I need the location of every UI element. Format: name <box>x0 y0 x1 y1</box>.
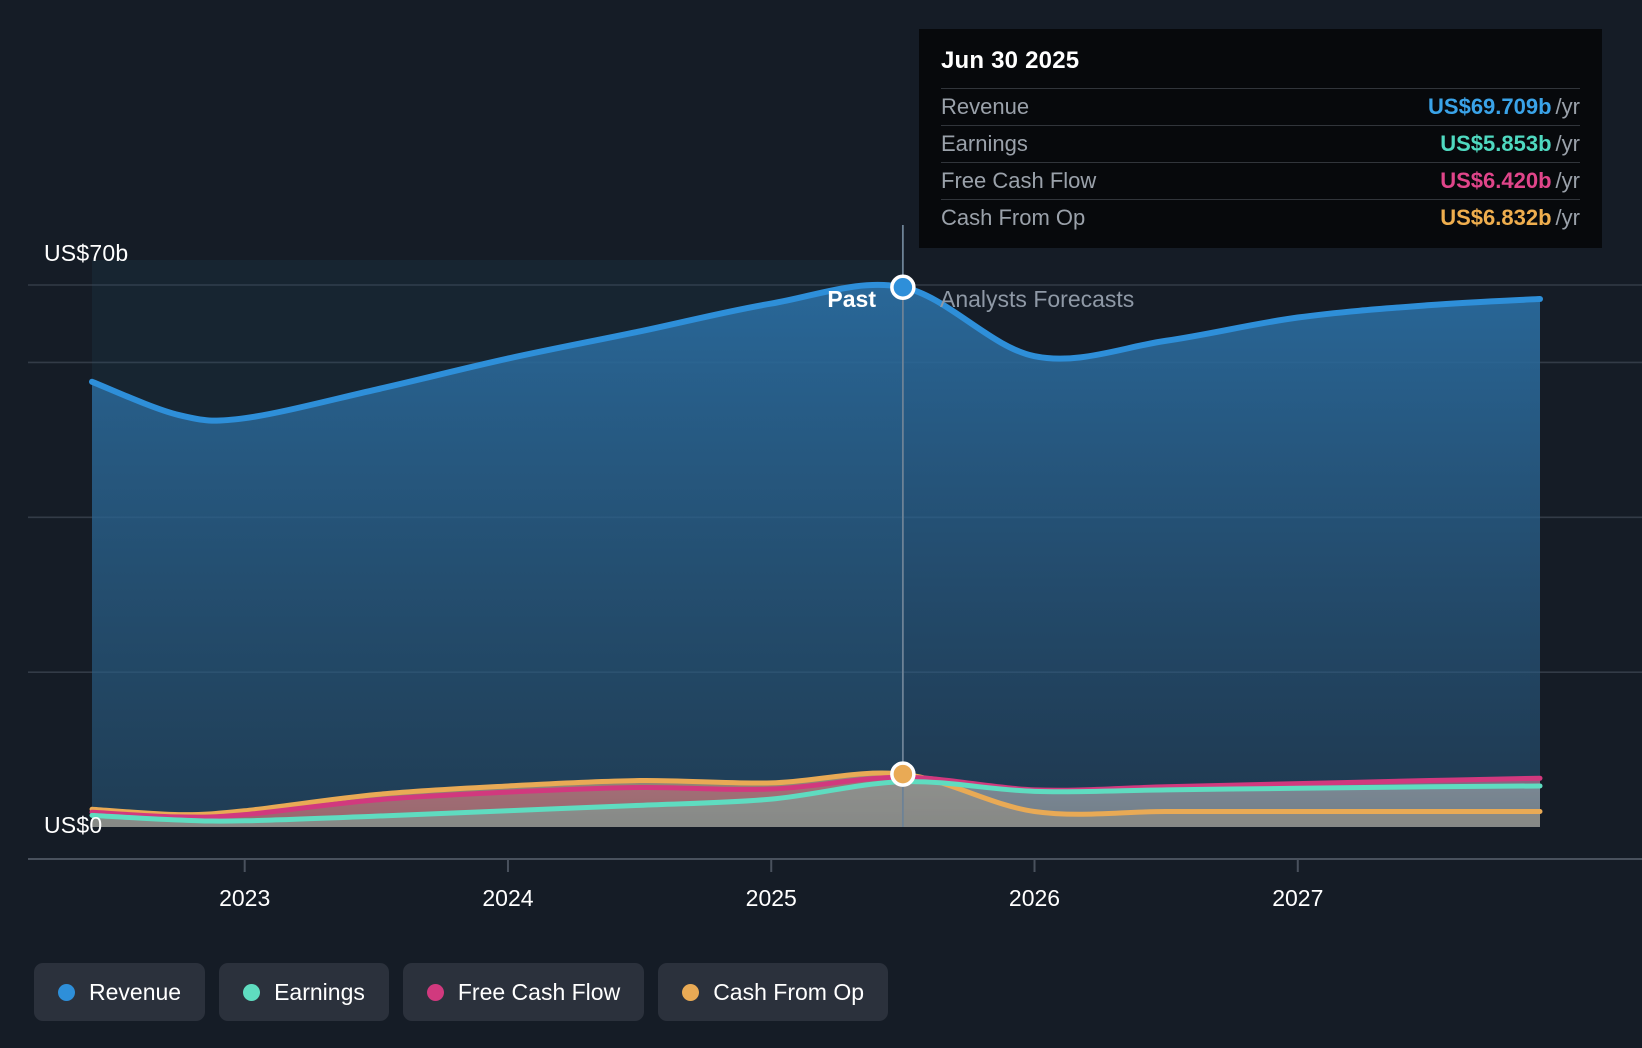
legend-color-dot-icon <box>58 983 75 1001</box>
tooltip-row-unit: /yr <box>1555 168 1580 193</box>
data-tooltip: Jun 30 2025 Revenue US$69.709b/yr Earnings… <box>919 29 1602 248</box>
tooltip-row-value-group: US$69.709b/yr <box>1428 94 1580 120</box>
tooltip-row-label: Free Cash Flow <box>941 168 1097 193</box>
cash-from-op-line <box>89 770 1543 818</box>
x-axis-tick-label: 2025 <box>745 885 797 911</box>
tooltip-row-value-group: US$6.832b/yr <box>1440 205 1580 231</box>
tooltip-row-label: Revenue <box>941 94 1030 119</box>
x-axis-tick-label: 2027 <box>1272 885 1324 911</box>
chart-legend[interactable]: Revenue Earnings Free Cash Flow Cash From O… <box>34 963 889 1021</box>
legend-color-dot-icon <box>243 983 261 1001</box>
legend-item-label: Cash From Op <box>713 978 865 1005</box>
legend-item[interactable]: Free Cash Flow <box>402 963 645 1021</box>
legend-item[interactable]: Cash From Op <box>658 963 889 1021</box>
tooltip-row-value: US$69.709b <box>1428 94 1552 119</box>
y-axis-label-zero: US$0 <box>44 812 103 838</box>
tooltip-row-value-group: US$5.853b/yr <box>1440 131 1580 157</box>
plot-area <box>28 225 1642 872</box>
legend-item-label: Revenue <box>89 978 182 1005</box>
tooltip-row: Revenue US$69.709b/yr <box>941 88 1580 125</box>
legend-item-label: Free Cash Flow <box>457 978 621 1005</box>
legend-color-dot-icon <box>426 983 444 1001</box>
tooltip-row-label: Cash From Op <box>941 205 1086 230</box>
x-axis-tick-label: 2024 <box>482 885 534 911</box>
legend-color-dot-icon <box>682 983 700 1001</box>
revenue-line <box>89 281 1543 424</box>
analysts-forecasts-label: Analysts Forecasts <box>940 286 1135 312</box>
x-axis-tick-label: 2026 <box>1008 885 1061 911</box>
chart-canvas <box>28 225 1642 872</box>
tooltip-date: Jun 30 2025 <box>941 47 1080 74</box>
earnings-area <box>92 781 1540 827</box>
revenue-marker-dot <box>890 274 916 301</box>
revenue-area <box>92 284 1540 827</box>
legend-item-label: Earnings <box>274 978 365 1005</box>
tooltip-row-unit: /yr <box>1555 205 1580 230</box>
tooltip-row-value-group: US$6.420b/yr <box>1440 168 1580 194</box>
tooltip-row-value: US$6.420b <box>1440 168 1552 193</box>
tooltip-row-unit: /yr <box>1555 131 1580 156</box>
tooltip-row-unit: /yr <box>1555 94 1580 119</box>
tooltip-row-label: Earnings <box>941 131 1028 156</box>
tooltip-row: Cash From Op US$6.832b/yr <box>941 199 1580 236</box>
x-axis-labels: 2023 2024 2025 2026 2027 <box>0 885 1642 919</box>
tooltip-row: Earnings US$5.853b/yr <box>941 125 1580 162</box>
free-cash-flow-line <box>89 774 1543 820</box>
legend-item[interactable]: Earnings <box>219 963 389 1021</box>
tooltip-row: Free Cash Flow US$6.420b/yr <box>941 162 1580 199</box>
cash-from-op-marker-dot <box>890 761 916 787</box>
earnings-line <box>89 779 1543 824</box>
y-axis-label-top: US$70b <box>44 240 129 266</box>
past-label: Past <box>827 286 876 312</box>
legend-item[interactable]: Revenue <box>34 963 206 1021</box>
x-axis-tick-label: 2023 <box>219 885 271 911</box>
tooltip-row-value: US$6.832b <box>1440 205 1552 230</box>
tooltip-row-value: US$5.853b <box>1440 131 1552 156</box>
